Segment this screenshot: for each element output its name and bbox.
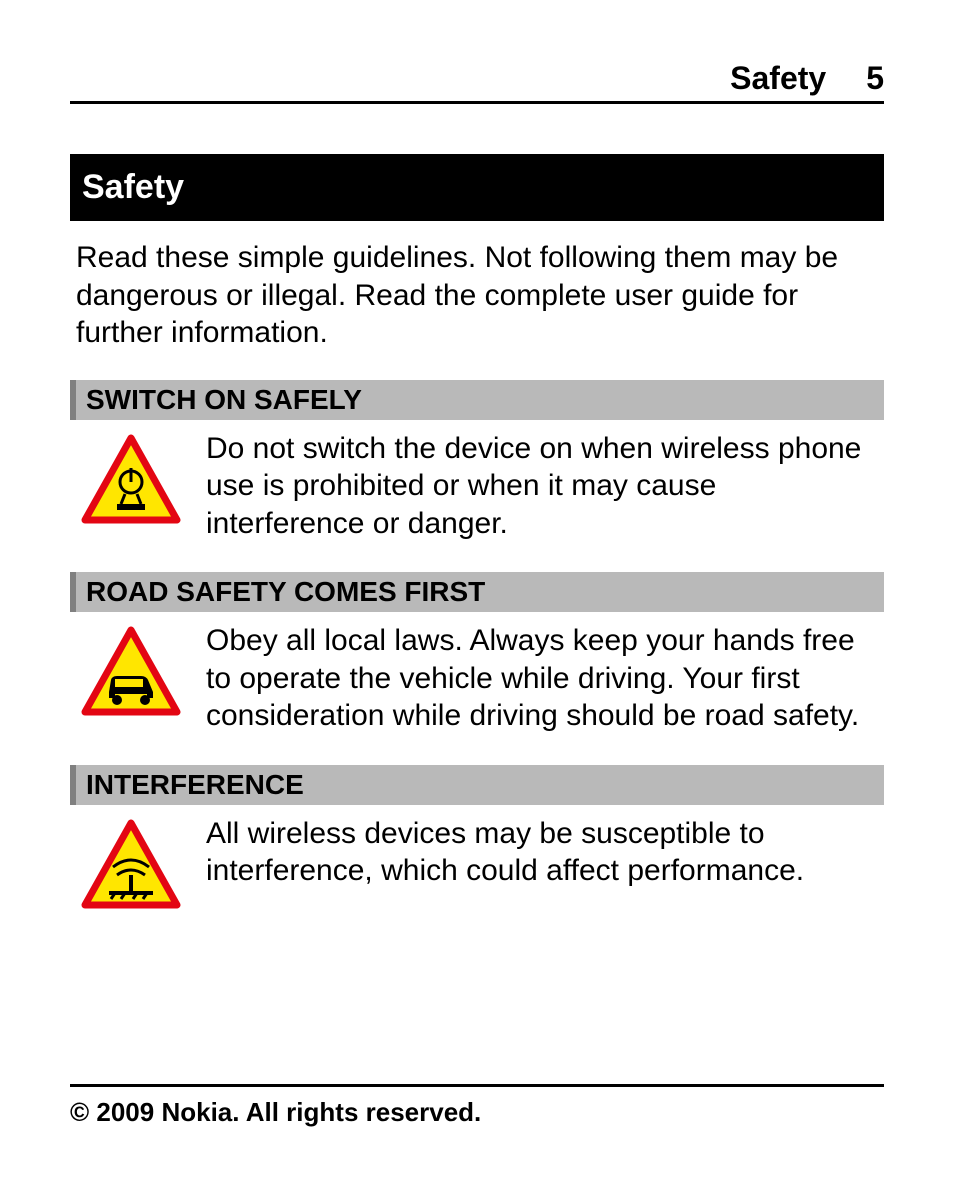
page-header: Safety 5 — [70, 60, 884, 104]
item-text: Obey all local laws. Always keep your ha… — [206, 622, 878, 735]
interference-warning-icon — [76, 815, 186, 909]
page-container: Safety 5 Safety Read these simple guidel… — [0, 0, 954, 909]
item-heading-interference: INTERFERENCE — [70, 765, 884, 805]
header-title: Safety — [730, 60, 826, 97]
item-heading-switch-on: SWITCH ON SAFELY — [70, 380, 884, 420]
item-row: Do not switch the device on when wireles… — [70, 430, 884, 543]
footer-copyright: © 2009 Nokia. All rights reserved. — [70, 1084, 884, 1128]
header-page-number: 5 — [866, 60, 884, 97]
section-title: Safety — [70, 154, 884, 221]
section-intro: Read these simple guidelines. Not follow… — [70, 239, 884, 352]
item-row: Obey all local laws. Always keep your ha… — [70, 622, 884, 735]
item-heading-road-safety: ROAD SAFETY COMES FIRST — [70, 572, 884, 612]
item-text: Do not switch the device on when wireles… — [206, 430, 878, 543]
item-text: All wireless devices may be susceptible … — [206, 815, 878, 890]
power-warning-icon — [76, 430, 186, 524]
item-row: All wireless devices may be susceptible … — [70, 815, 884, 909]
car-warning-icon — [76, 622, 186, 716]
